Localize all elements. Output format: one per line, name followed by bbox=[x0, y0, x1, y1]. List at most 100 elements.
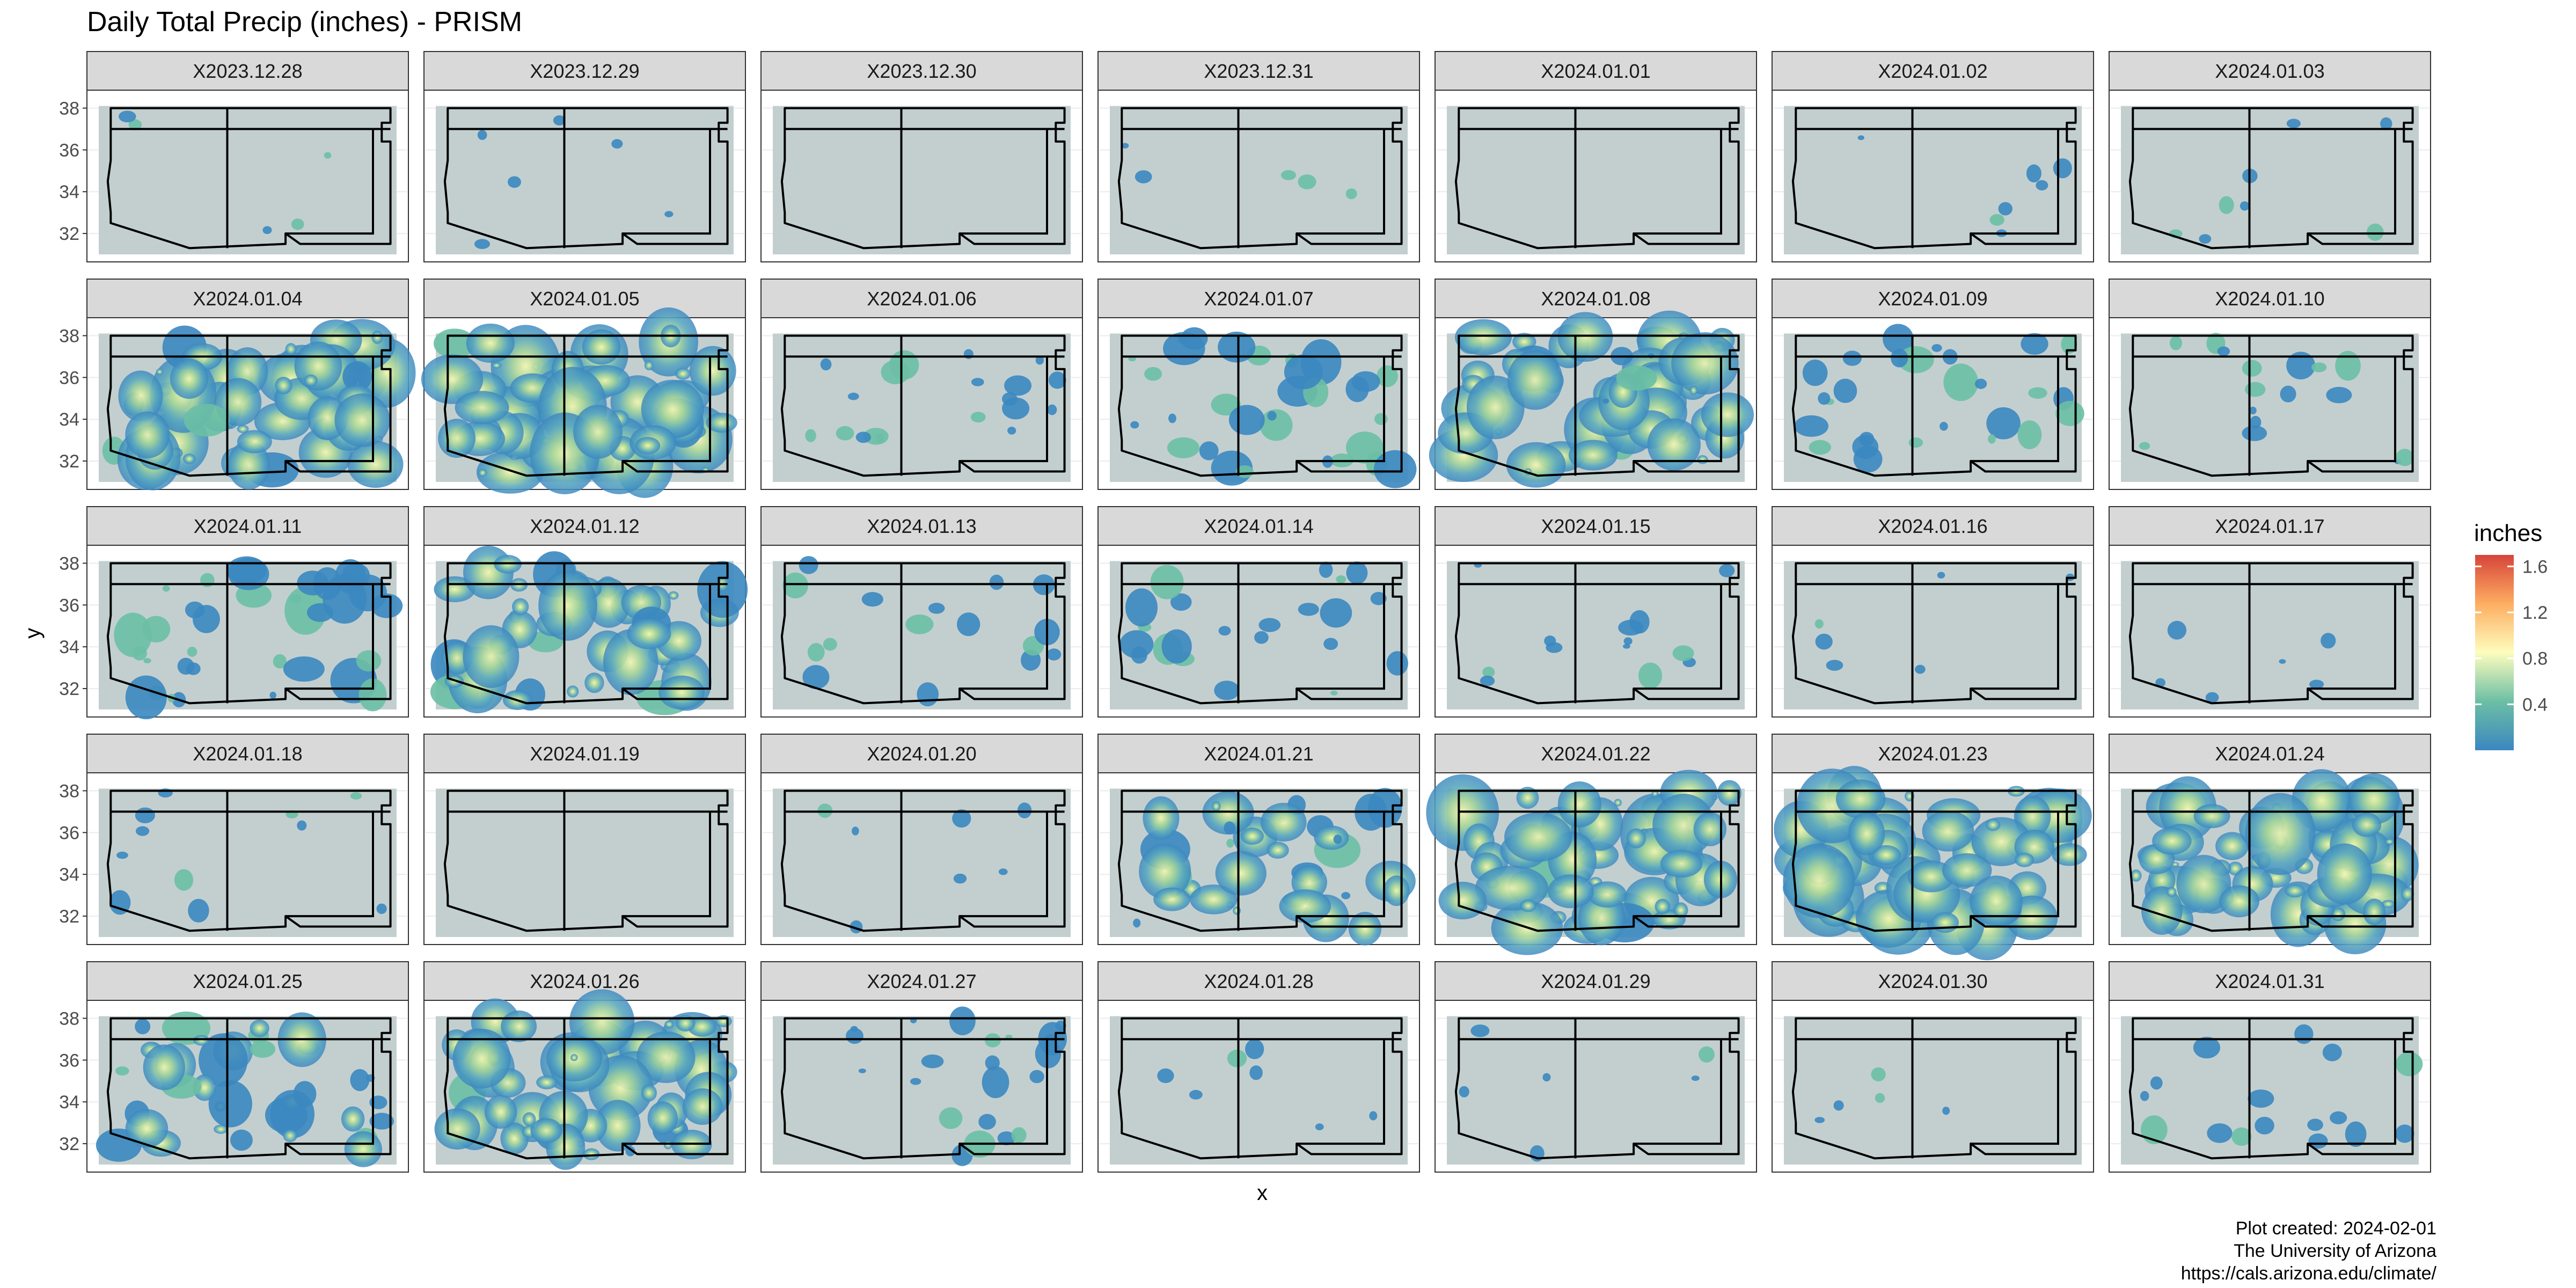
precip-cell bbox=[802, 665, 830, 690]
facet-label: X2024.01.10 bbox=[2215, 288, 2324, 310]
precip-cell bbox=[1190, 884, 1238, 914]
precip-cell bbox=[214, 1124, 228, 1134]
facet-label: X2024.01.17 bbox=[2215, 515, 2324, 537]
precip-cell bbox=[1135, 170, 1152, 184]
precip-cell bbox=[1139, 843, 1191, 899]
precip-cell bbox=[501, 1010, 537, 1042]
precip-cell bbox=[567, 685, 579, 698]
state-boundary bbox=[1971, 129, 2059, 235]
facet-label: X2023.12.28 bbox=[193, 60, 302, 82]
precip-cell bbox=[1157, 1068, 1174, 1084]
precip-cell bbox=[1689, 385, 1698, 396]
raster-background bbox=[99, 106, 397, 254]
precip-cell bbox=[371, 331, 383, 344]
state-boundary bbox=[960, 356, 1048, 463]
state-outline bbox=[106, 334, 392, 477]
precip-cell bbox=[1516, 787, 1539, 809]
precip-cell bbox=[570, 1054, 578, 1062]
facet-strip bbox=[423, 506, 746, 546]
precip-cell bbox=[156, 368, 163, 375]
facet-label: X2024.01.25 bbox=[193, 970, 302, 992]
facet-label: X2024.01.04 bbox=[193, 288, 302, 310]
precip-cell bbox=[952, 809, 971, 828]
y-tick-label: 32 bbox=[59, 679, 79, 699]
precip-cell bbox=[917, 682, 939, 707]
state-boundary bbox=[286, 584, 374, 690]
precip-cell bbox=[1802, 359, 1828, 386]
precip-cell bbox=[2381, 900, 2395, 909]
state-outline bbox=[106, 1017, 392, 1160]
facet-panel: X2023.12.28 bbox=[86, 51, 409, 262]
precip-cell bbox=[143, 658, 151, 664]
precip-cell bbox=[1544, 635, 1556, 647]
facet-panel: X2024.01.06 bbox=[760, 279, 1083, 490]
precip-cell bbox=[250, 1019, 269, 1037]
state-outline bbox=[443, 107, 729, 250]
precip-cell bbox=[850, 1026, 858, 1032]
precip-cell bbox=[1374, 413, 1388, 425]
precip-cell bbox=[2245, 382, 2266, 397]
precip-cell bbox=[2245, 793, 2316, 875]
precip-cell bbox=[1454, 319, 1512, 355]
precip-cell bbox=[530, 1118, 562, 1144]
precip-cell bbox=[1341, 892, 1351, 899]
precip-cell bbox=[1719, 564, 1735, 577]
state-outline bbox=[2128, 562, 2414, 705]
facet-panel: X2024.01.18 bbox=[86, 734, 409, 945]
precip-cell bbox=[1215, 851, 1267, 896]
precip-cell bbox=[910, 1078, 921, 1085]
precip-cell bbox=[1245, 1039, 1264, 1059]
precip-cell bbox=[1974, 378, 1987, 389]
facet-panel: X2024.01.09 bbox=[1772, 279, 2094, 490]
precip-cell bbox=[114, 612, 152, 657]
facet-label: X2023.12.29 bbox=[530, 60, 639, 82]
precip-cell bbox=[2396, 449, 2414, 466]
precip-cell bbox=[1153, 887, 1190, 911]
precip-cell bbox=[2205, 692, 2219, 703]
precip-cell bbox=[636, 1031, 696, 1084]
precip-cell bbox=[2380, 117, 2392, 130]
legend-tick-label: 0.4 bbox=[2522, 694, 2548, 715]
facet-strip bbox=[423, 961, 746, 1001]
precip-cell bbox=[334, 393, 391, 447]
facet-strip bbox=[1435, 961, 1757, 1001]
y-tick-label: 34 bbox=[59, 1092, 79, 1113]
precip-cell bbox=[2219, 885, 2259, 918]
precip-cell bbox=[1853, 445, 1883, 473]
precip-cell bbox=[162, 585, 170, 592]
facet-strip bbox=[1435, 279, 1757, 318]
precip-cell bbox=[2385, 838, 2395, 845]
precip-cell bbox=[2167, 620, 2187, 640]
raster-background bbox=[1447, 106, 1745, 254]
precip-cell bbox=[1504, 812, 1572, 862]
precip-cell bbox=[1002, 397, 1030, 420]
precip-cell bbox=[1284, 354, 1323, 390]
precip-cell bbox=[1998, 202, 2012, 216]
precip-cell bbox=[1211, 801, 1221, 811]
state-boundary bbox=[1971, 584, 2059, 690]
precip-cell bbox=[1697, 455, 1708, 464]
precip-cell bbox=[1717, 780, 1741, 806]
facet-panel: X2024.01.01 bbox=[1435, 51, 1757, 262]
precip-cell bbox=[1614, 799, 1622, 807]
precip-cell bbox=[689, 346, 736, 396]
facet-label: X2024.01.26 bbox=[530, 970, 639, 992]
precip-cell bbox=[1942, 1107, 1950, 1115]
precip-cell bbox=[1348, 912, 1381, 946]
precip-cell bbox=[852, 826, 859, 836]
precip-cell bbox=[183, 453, 196, 464]
precip-cell bbox=[358, 678, 387, 712]
precip-cell bbox=[474, 239, 491, 250]
precip-cell bbox=[538, 570, 597, 641]
facet-label: X2024.01.31 bbox=[2215, 970, 2324, 992]
facet-label: X2024.01.20 bbox=[867, 743, 976, 765]
precip-cell bbox=[1783, 843, 1855, 918]
precip-cell bbox=[2026, 164, 2041, 182]
facet-panel: X2024.01.17 bbox=[2109, 506, 2431, 718]
facet-panel: X2023.12.31 bbox=[1097, 51, 1420, 262]
precip-cell bbox=[125, 1109, 169, 1148]
precip-cell bbox=[1214, 680, 1240, 700]
facet-panel: X2024.01.07 bbox=[1097, 279, 1420, 490]
precip-cell bbox=[682, 1088, 723, 1125]
precip-cell bbox=[2155, 678, 2166, 687]
